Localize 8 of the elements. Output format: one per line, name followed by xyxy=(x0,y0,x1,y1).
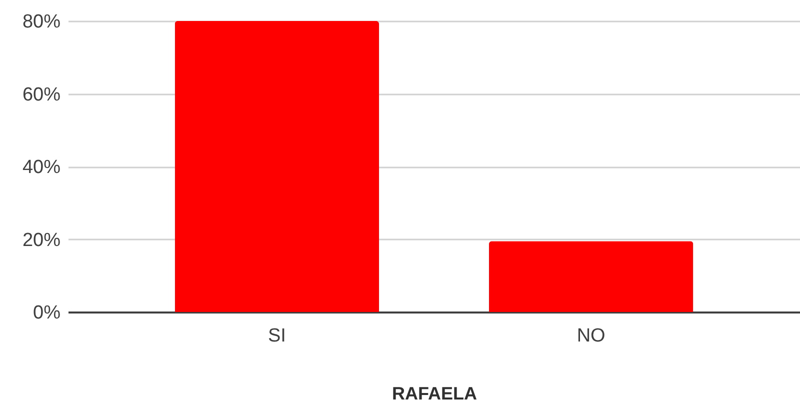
x-axis-title: RAFAELA xyxy=(392,384,477,404)
y-tick-label: 80% xyxy=(22,12,61,32)
x-tick-label: SI xyxy=(268,326,286,346)
y-tick-label: 60% xyxy=(22,84,61,106)
y-tick-label: 20% xyxy=(22,230,61,251)
y-tick-label: 40% xyxy=(22,157,61,178)
x-tick-label: NO xyxy=(576,326,606,346)
y-tick-label: 0% xyxy=(33,302,61,324)
